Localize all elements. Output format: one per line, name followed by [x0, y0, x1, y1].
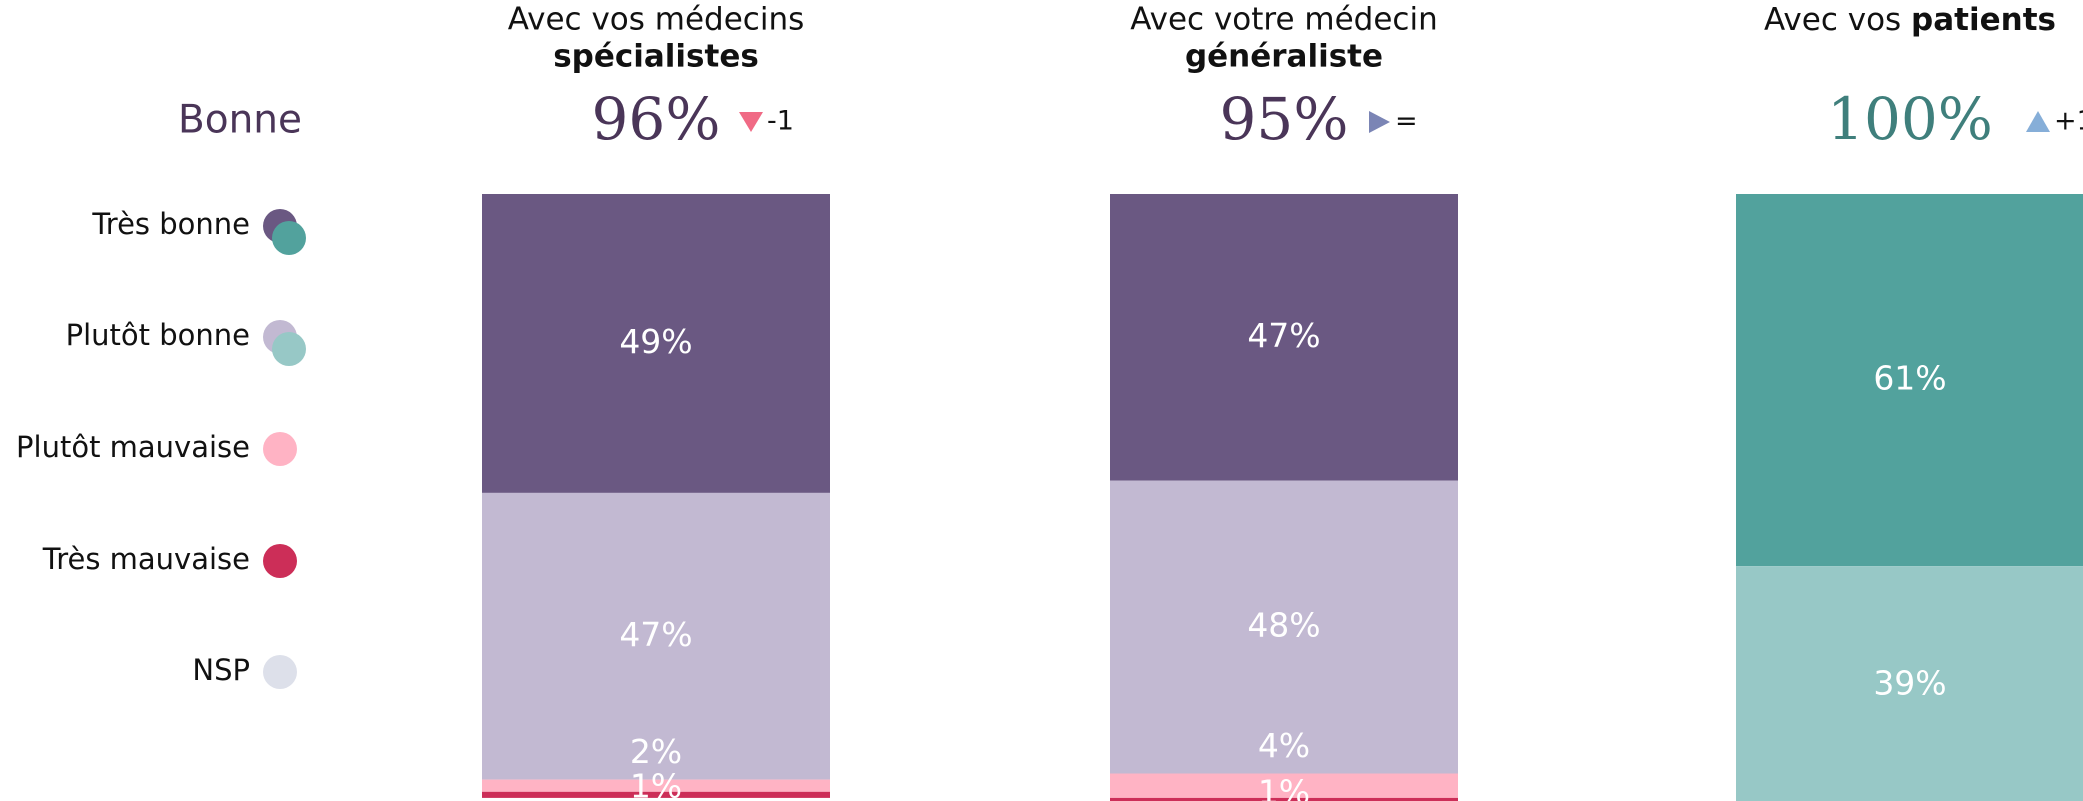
legend-title: Bonne: [178, 98, 302, 143]
segment-label: 61%: [1873, 359, 1946, 398]
legend-label: Très bonne: [91, 207, 250, 241]
bar-segment: [1110, 797, 1458, 801]
legend-swatch: [272, 221, 306, 255]
panel-title: Avec votre médecin: [1130, 2, 1438, 38]
legend-label: NSP: [192, 653, 250, 687]
segment-label: 1%: [630, 766, 682, 801]
legend-label: Très mauvaise: [42, 542, 250, 576]
segment-label: 39%: [1873, 664, 1946, 703]
segment-label: 2%: [630, 732, 682, 771]
panel-title-bold: spécialistes: [553, 39, 759, 75]
legend-swatch: [263, 655, 297, 689]
bar-segment: [1110, 480, 1458, 774]
segment-label: 49%: [619, 322, 692, 361]
trend-icon: [1369, 111, 1390, 133]
bar-segment: [1110, 194, 1458, 481]
segment-label: 1%: [1258, 772, 1310, 801]
bar-segment: [482, 194, 830, 493]
panel-title: Avec vos médecins: [508, 2, 805, 38]
panel-title-part: Avec vos: [1764, 2, 1901, 38]
panel-title-bold: généraliste: [1185, 39, 1383, 75]
delta: -1: [767, 106, 794, 137]
legend-swatch: [272, 332, 306, 366]
total: 95%: [1220, 85, 1349, 153]
delta: =: [1395, 106, 1418, 137]
bar-segment: [1110, 773, 1458, 798]
panel-title-bold: patients: [1911, 2, 2056, 38]
panel-title: Avec vos patients: [1764, 2, 2056, 38]
trend-icon: [2026, 111, 2050, 132]
legend-label: Plutôt mauvaise: [16, 430, 250, 464]
trend-icon: [739, 112, 763, 132]
segment-label: 4%: [1258, 726, 1310, 765]
bar-segment: [482, 492, 830, 780]
segment-label: 47%: [1247, 316, 1320, 355]
legend-swatch: [263, 432, 297, 466]
total: 96%: [592, 85, 721, 153]
legend-label: Plutôt bonne: [66, 318, 250, 352]
total: 100%: [1827, 85, 1993, 153]
delta: +1: [2054, 106, 2083, 137]
bar-segment: [1736, 194, 2083, 567]
segment-label: 47%: [619, 615, 692, 654]
bar-segment: [1736, 566, 2083, 801]
legend-swatch: [263, 544, 297, 578]
bar-segment: [482, 791, 830, 798]
bar-segment: [482, 779, 830, 792]
segment-label: 48%: [1247, 606, 1320, 645]
